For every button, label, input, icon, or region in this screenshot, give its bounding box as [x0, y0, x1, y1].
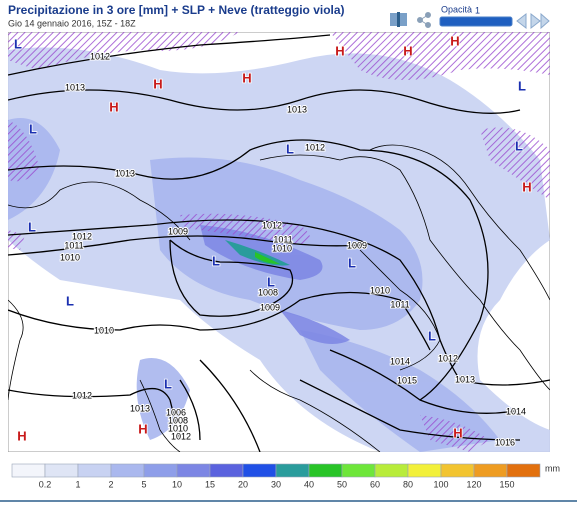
isobar-label: 1011 — [390, 299, 409, 309]
isobar-label: 1010 — [94, 325, 114, 335]
map: 1012101310131012101310121011101010091009… — [8, 32, 550, 452]
isobar-label: 1010 — [370, 285, 390, 295]
player-buttons[interactable] — [516, 12, 550, 30]
opacity-slider[interactable] — [439, 16, 513, 27]
pressure-center: H — [453, 425, 462, 440]
isobar-label: 1012 — [171, 431, 191, 441]
legend: 0.2 1 2 5 10 15 20 30 40 50 60 80 100 120 150 — [11, 463, 541, 489]
isobar-label: 1014 — [506, 406, 526, 416]
title: Precipitazione in 3 ore [mm] + SLP + Nev… — [8, 3, 345, 17]
legend-label: 60 — [370, 479, 380, 489]
pressure-center: H — [153, 76, 162, 91]
legend-swatch — [176, 463, 211, 478]
legend-swatch — [77, 463, 112, 478]
legend-label: 20 — [238, 479, 248, 489]
isobar-label: 1009 — [168, 226, 188, 236]
isobar-label: 1013 — [455, 374, 475, 384]
pressure-center: H — [403, 43, 412, 58]
pressure-center: L — [164, 376, 172, 391]
legend-swatch — [506, 463, 541, 478]
pressure-center: H — [138, 421, 147, 436]
subtitle: Gio 14 gennaio 2016, 15Z - 18Z — [8, 18, 136, 28]
legend-swatch — [242, 463, 277, 478]
legend-label: 2 — [108, 479, 113, 489]
legend-label: 80 — [403, 479, 413, 489]
legend-swatch — [143, 463, 178, 478]
isobar-label: 1011 — [273, 234, 292, 244]
isobar-label: 1012 — [72, 390, 92, 400]
book-icon[interactable] — [390, 12, 407, 27]
legend-swatch — [341, 463, 376, 478]
isobar-label: 1009 — [260, 302, 280, 312]
isobar-label: 1013 — [115, 168, 135, 178]
share-icon[interactable] — [417, 12, 431, 28]
legend-swatch — [308, 463, 343, 478]
legend-label: 10 — [172, 479, 182, 489]
legend-label: 15 — [205, 479, 215, 489]
isobar-label: 1012 — [72, 231, 92, 241]
pressure-center: L — [286, 141, 294, 156]
isobar-label: 1014 — [390, 356, 410, 366]
legend-label: 100 — [433, 479, 448, 489]
isobar-label: 1013 — [65, 82, 85, 92]
legend-label: 40 — [304, 479, 314, 489]
pressure-center: L — [348, 255, 356, 270]
pressure-center: H — [335, 43, 344, 58]
legend-label: 1 — [75, 479, 80, 489]
legend-label: 150 — [499, 479, 514, 489]
legend-unit: mm — [545, 463, 560, 473]
legend-label: 30 — [271, 479, 281, 489]
isobar-label: 1006 — [166, 407, 186, 417]
pressure-center: L — [267, 274, 275, 289]
isobar-label: 1012 — [305, 142, 325, 152]
legend-label: 120 — [466, 479, 481, 489]
pressure-center: L — [212, 253, 220, 268]
isobar-label: 1013 — [287, 104, 307, 114]
isobar-label: 1010 — [60, 252, 80, 262]
legend-swatch — [440, 463, 475, 478]
pressure-center: L — [14, 36, 22, 51]
legend-swatch — [110, 463, 145, 478]
isobar-label: 1012 — [438, 353, 458, 363]
opacity-value: 1 — [475, 5, 480, 15]
pressure-center: L — [518, 78, 526, 93]
pressure-center: L — [515, 138, 523, 153]
legend-label: 0.2 — [39, 479, 52, 489]
pressure-center: H — [109, 99, 118, 114]
legend-swatch — [374, 463, 409, 478]
isobar-label: 1010 — [168, 423, 188, 433]
legend-swatch — [209, 463, 244, 478]
pressure-center: L — [28, 219, 36, 234]
legend-swatch — [473, 463, 508, 478]
isobar-label: 1011 — [64, 240, 83, 250]
isobar-label: 1016 — [495, 437, 515, 447]
isobar-label: 1012 — [90, 51, 110, 61]
opacity-label: Opacità — [441, 4, 472, 14]
isobar-label: 1015 — [397, 375, 417, 385]
legend-swatch — [407, 463, 442, 478]
isobar-label: 1012 — [262, 220, 282, 230]
legend-swatch — [275, 463, 310, 478]
pressure-center: L — [29, 121, 37, 136]
pressure-center: H — [17, 428, 26, 443]
pressure-center: L — [66, 293, 74, 308]
pressure-center: H — [450, 33, 459, 48]
isobar-label: 1008 — [258, 287, 278, 297]
isobar-label: 1008 — [168, 415, 188, 425]
isobar-label: 1009 — [347, 240, 367, 250]
pressure-center: H — [522, 179, 531, 194]
isobar-label: 1013 — [130, 403, 150, 413]
legend-swatch — [44, 463, 79, 478]
pressure-center: L — [428, 328, 436, 343]
isobar-label: 1010 — [272, 243, 292, 253]
legend-label: 50 — [337, 479, 347, 489]
pressure-center: H — [242, 70, 251, 85]
legend-swatch — [11, 463, 46, 478]
legend-label: 5 — [141, 479, 146, 489]
